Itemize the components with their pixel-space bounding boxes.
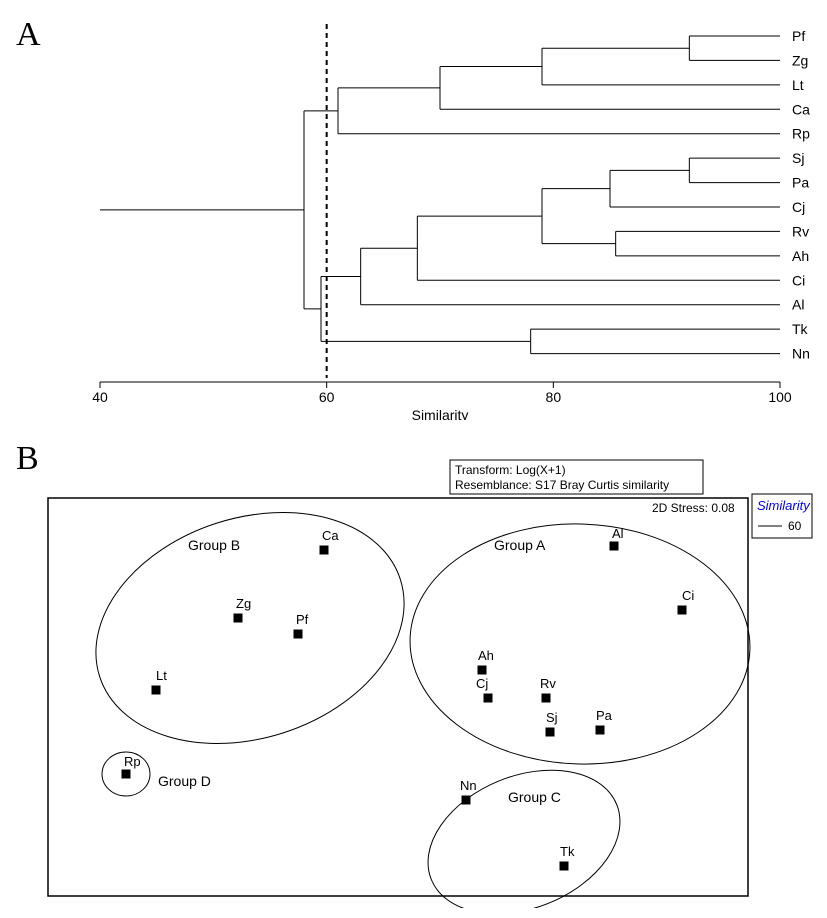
group-ellipse-Group-B	[66, 475, 435, 782]
svg-text:80: 80	[546, 389, 562, 405]
group-label-Group-B: Group B	[188, 537, 240, 553]
group-label-Group-C: Group C	[508, 789, 561, 805]
mds-point-Pf	[294, 630, 303, 639]
mds-label-Zg: Zg	[236, 596, 251, 611]
svg-text:60: 60	[319, 389, 335, 405]
dendro-leaf-Pa: Pa	[792, 175, 809, 191]
svg-text:40: 40	[92, 389, 108, 405]
mds-label-Ah: Ah	[478, 648, 494, 663]
svg-text:100: 100	[768, 389, 792, 405]
dendro-leaf-Sj: Sj	[792, 150, 804, 166]
group-ellipse-Group-A	[406, 518, 754, 770]
dendro-leaf-Lt: Lt	[792, 77, 804, 93]
dendro-leaf-Ci: Ci	[792, 272, 805, 288]
mds-point-Ah	[478, 666, 487, 675]
svg-text:Resemblance: S17 Bray Curtis s: Resemblance: S17 Bray Curtis similarity	[455, 478, 669, 492]
group-label-Group-A: Group A	[494, 537, 546, 553]
mds-label-Al: Al	[612, 526, 624, 541]
mds-point-Zg	[234, 614, 243, 623]
mds-point-Cj	[484, 694, 493, 703]
mds-label-Ca: Ca	[322, 528, 339, 543]
mds-label-Tk: Tk	[560, 844, 575, 859]
mds-point-Pa	[596, 726, 605, 735]
mds-point-Lt	[152, 686, 161, 695]
dendro-leaf-Ah: Ah	[792, 248, 809, 264]
mds-label-Nn: Nn	[460, 778, 477, 793]
group-ellipse-Group-C	[407, 743, 642, 908]
dendro-leaf-Cj: Cj	[792, 199, 805, 215]
mds-point-Tk	[560, 862, 569, 871]
mds-point-Sj	[546, 728, 555, 737]
mds-label-Rv: Rv	[540, 676, 556, 691]
svg-text:60: 60	[788, 519, 802, 533]
svg-text:Similarity: Similarity	[757, 498, 811, 513]
mds-label-Lt: Lt	[156, 668, 167, 683]
figure-container: A PfZgLtCaRpSjPaCjRvAhCiAlTkNn406080100S…	[10, 10, 817, 908]
mds-plot-frame	[48, 498, 748, 896]
dendro-leaf-Nn: Nn	[792, 346, 810, 362]
dendro-leaf-Rv: Rv	[792, 223, 809, 239]
svg-text:Transform: Log(X+1): Transform: Log(X+1)	[455, 463, 566, 477]
dendro-leaf-Rp: Rp	[792, 126, 810, 142]
mds-label-Rp: Rp	[124, 754, 141, 769]
mds-label-Cj: Cj	[476, 676, 488, 691]
mds-plot-svg: Transform: Log(X+1)Resemblance: S17 Bray…	[10, 438, 817, 908]
dendro-axis-title: Similarity	[412, 407, 469, 420]
mds-label-Sj: Sj	[546, 710, 558, 725]
mds-label-Pf: Pf	[296, 612, 309, 627]
mds-point-Rp	[122, 770, 131, 779]
mds-label-Ci: Ci	[682, 588, 694, 603]
mds-point-Ca	[320, 546, 329, 555]
mds-label-Pa: Pa	[596, 708, 613, 723]
dendro-leaf-Ca: Ca	[792, 101, 810, 117]
mds-point-Al	[610, 542, 619, 551]
dendro-leaf-Zg: Zg	[792, 52, 808, 68]
dendrogram-svg: Pf Zg Lt Ca Rp Sj Pa Cj Rv Ah Ci Al Tk Nn 40 60 80 100 Sim…	[10, 10, 817, 420]
dendro-leaf-Al: Al	[792, 297, 804, 313]
dendro-leaf-Tk: Tk	[792, 321, 809, 337]
stress-value: 2D Stress: 0.08	[652, 501, 735, 515]
mds-point-Ci	[678, 606, 687, 615]
group-label-Group-D: Group D	[158, 773, 211, 789]
mds-point-Rv	[542, 694, 551, 703]
dendro-leaf-Pf: Pf	[792, 28, 805, 44]
mds-point-Nn	[462, 796, 471, 805]
